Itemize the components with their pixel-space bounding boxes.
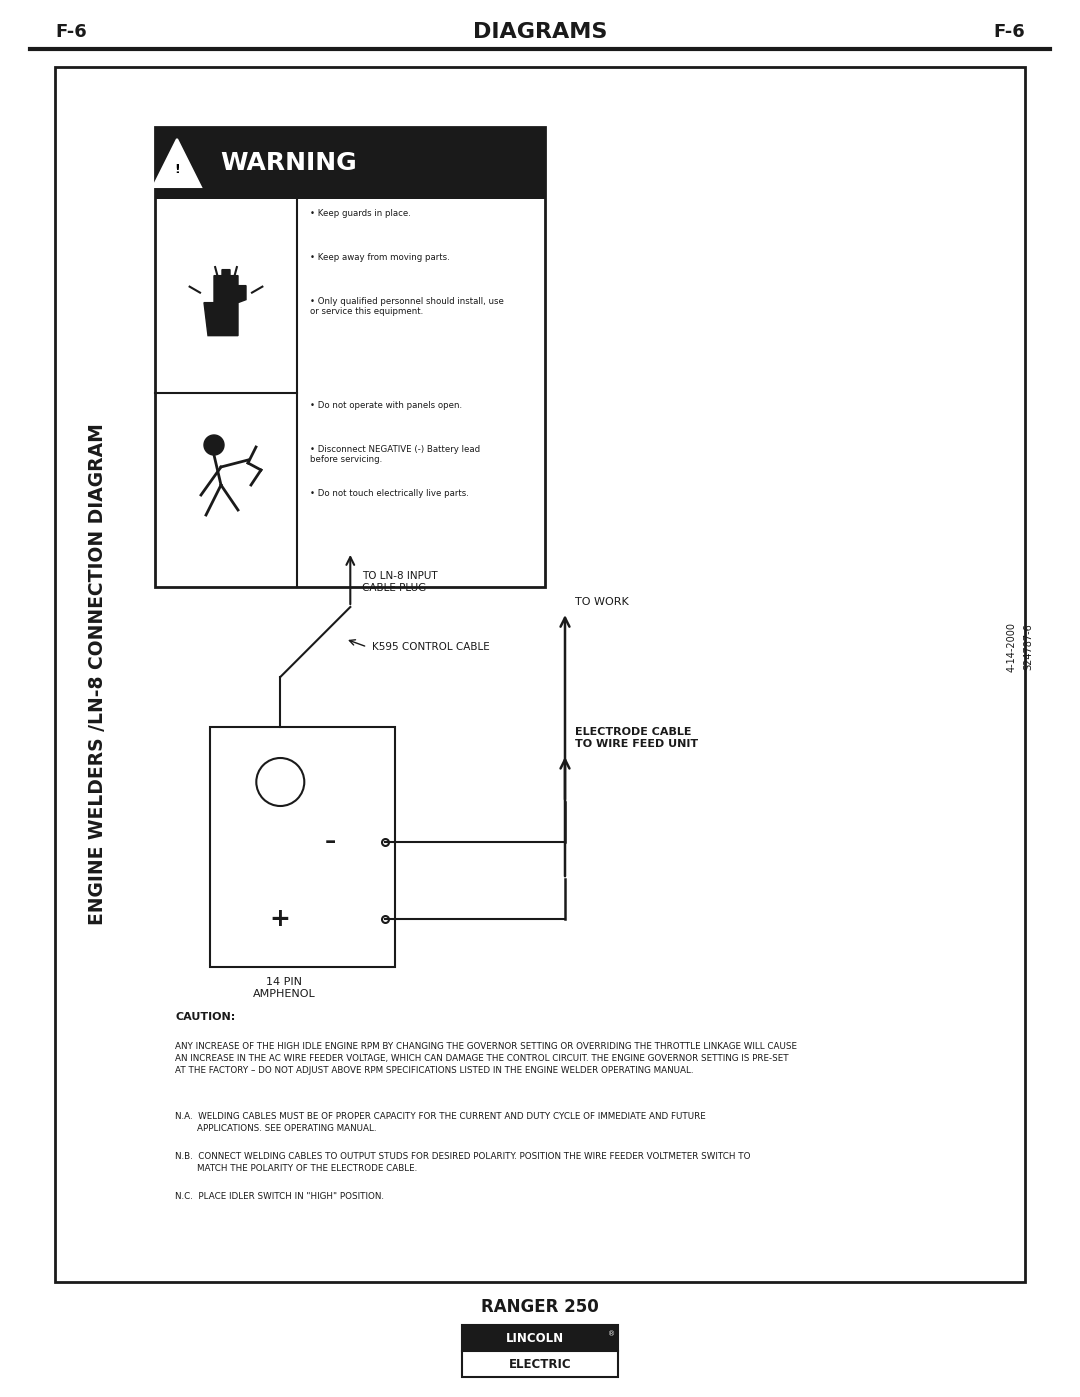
Text: TO WORK: TO WORK bbox=[575, 597, 629, 608]
Text: CAUTION:: CAUTION: bbox=[175, 1011, 235, 1023]
Text: • Only qualified personnel should install, use
or service this equipment.: • Only qualified personnel should instal… bbox=[310, 298, 504, 316]
Text: ELECTRIC: ELECTRIC bbox=[509, 1358, 571, 1370]
Text: ELECTRODE CABLE
TO WIRE FEED UNIT: ELECTRODE CABLE TO WIRE FEED UNIT bbox=[575, 728, 698, 749]
Text: ENGINE WELDERS /LN-8 CONNECTION DIAGRAM: ENGINE WELDERS /LN-8 CONNECTION DIAGRAM bbox=[89, 423, 108, 925]
Text: ANY INCREASE OF THE HIGH IDLE ENGINE RPM BY CHANGING THE GOVERNOR SETTING OR OVE: ANY INCREASE OF THE HIGH IDLE ENGINE RPM… bbox=[175, 1042, 797, 1076]
Bar bbox=[55, 67, 1025, 1282]
Text: !: ! bbox=[174, 162, 180, 176]
Text: • Do not touch electrically live parts.: • Do not touch electrically live parts. bbox=[310, 489, 469, 497]
Text: F-6: F-6 bbox=[994, 22, 1025, 41]
Text: 4-14-2000: 4-14-2000 bbox=[1007, 622, 1017, 672]
Bar bbox=[462, 1324, 618, 1351]
Text: • Keep guards in place.: • Keep guards in place. bbox=[310, 210, 410, 218]
Text: S24787-6: S24787-6 bbox=[1023, 623, 1032, 671]
Text: –: – bbox=[325, 833, 336, 852]
Text: RANGER 250: RANGER 250 bbox=[481, 1298, 599, 1316]
Text: LINCOLN: LINCOLN bbox=[505, 1331, 564, 1344]
Text: • Keep away from moving parts.: • Keep away from moving parts. bbox=[310, 253, 449, 263]
Text: ®: ® bbox=[608, 1331, 616, 1337]
Circle shape bbox=[204, 434, 224, 455]
Text: • Disconnect NEGATIVE (-) Battery lead
before servicing.: • Disconnect NEGATIVE (-) Battery lead b… bbox=[310, 446, 481, 464]
Text: F-6: F-6 bbox=[55, 22, 86, 41]
Text: WARNING: WARNING bbox=[220, 151, 356, 175]
Text: N.C.  PLACE IDLER SWITCH IN "HIGH" POSITION.: N.C. PLACE IDLER SWITCH IN "HIGH" POSITI… bbox=[175, 1192, 384, 1201]
Text: N.A.  WELDING CABLES MUST BE OF PROPER CAPACITY FOR THE CURRENT AND DUTY CYCLE O: N.A. WELDING CABLES MUST BE OF PROPER CA… bbox=[175, 1112, 705, 1133]
Bar bbox=[156, 127, 545, 198]
Text: +: + bbox=[270, 907, 291, 930]
Text: TO LN-8 INPUT
CABLE PLUG: TO LN-8 INPUT CABLE PLUG bbox=[362, 571, 437, 592]
Text: K595 CONTROL CABLE: K595 CONTROL CABLE bbox=[373, 643, 490, 652]
Text: 14 PIN
AMPHENOL: 14 PIN AMPHENOL bbox=[253, 977, 315, 999]
Polygon shape bbox=[153, 138, 201, 187]
Text: N.B.  CONNECT WELDING CABLES TO OUTPUT STUDS FOR DESIRED POLARITY. POSITION THE : N.B. CONNECT WELDING CABLES TO OUTPUT ST… bbox=[175, 1153, 751, 1173]
Bar bbox=[210, 726, 395, 967]
Text: DIAGRAMS: DIAGRAMS bbox=[473, 22, 607, 42]
Polygon shape bbox=[204, 270, 246, 335]
Bar bbox=[462, 1351, 618, 1377]
Bar bbox=[156, 127, 545, 587]
Text: • Do not operate with panels open.: • Do not operate with panels open. bbox=[310, 401, 462, 409]
